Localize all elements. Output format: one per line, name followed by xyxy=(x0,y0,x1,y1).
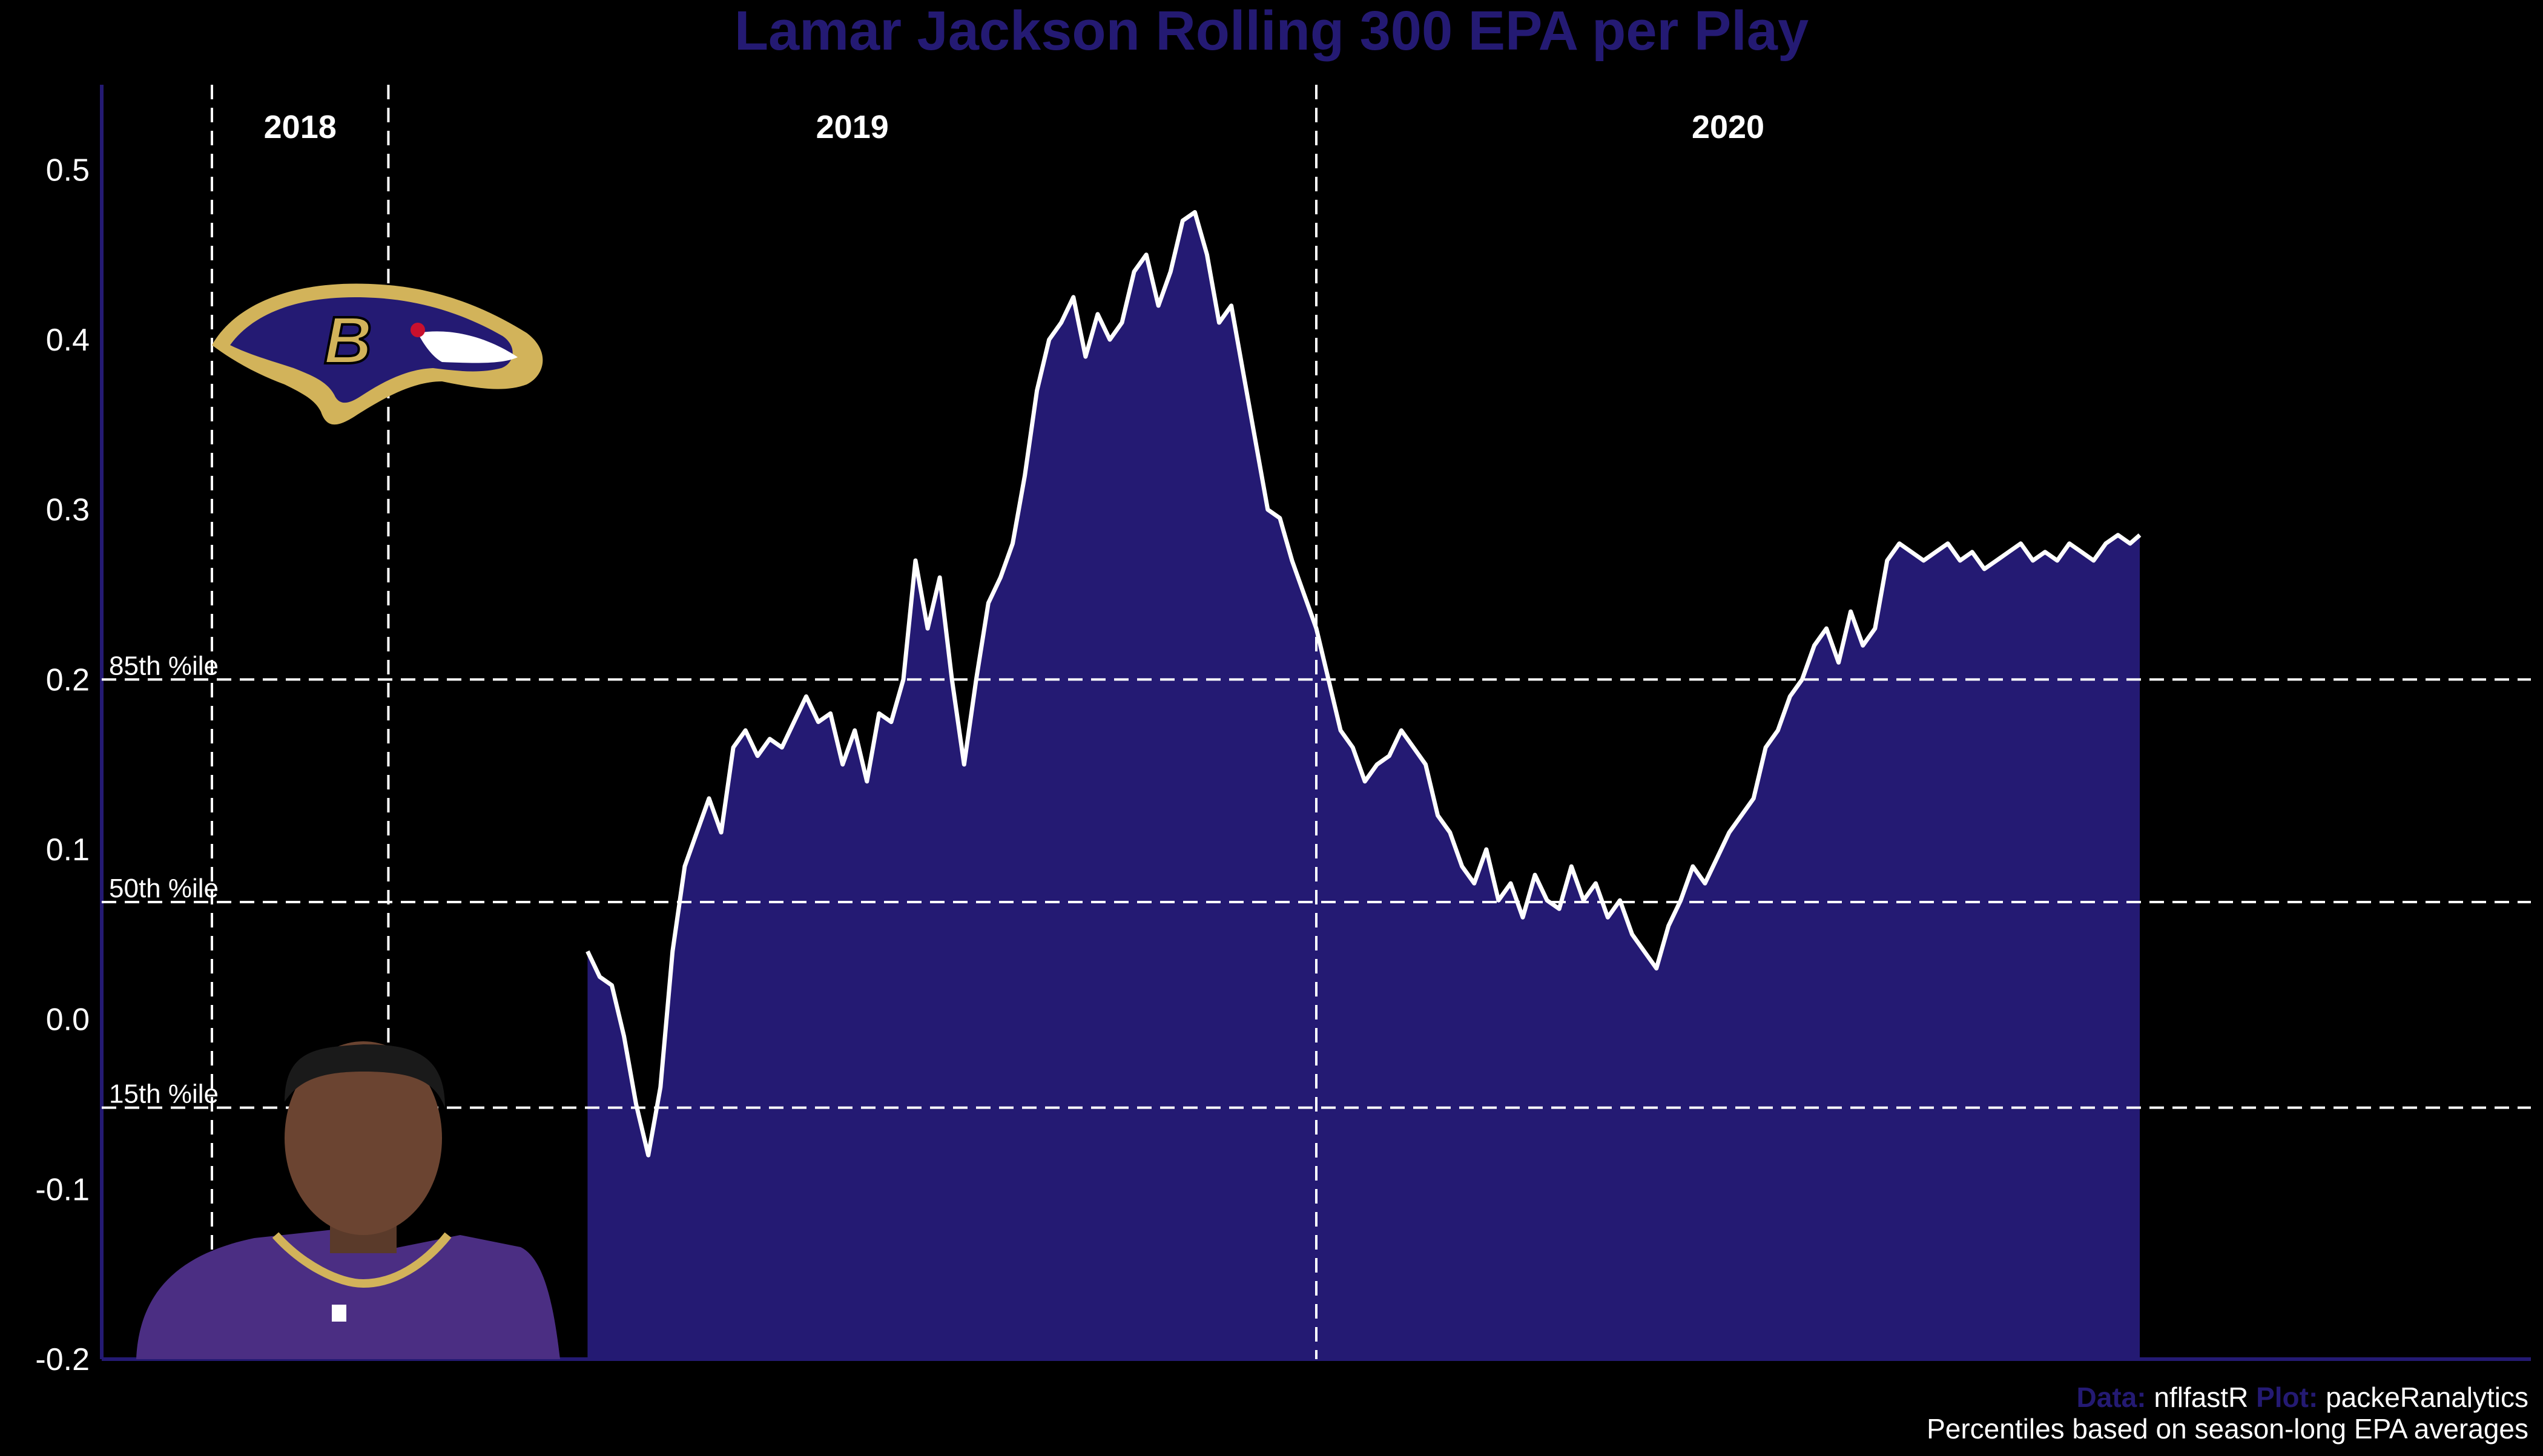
caption-data-label: Data: xyxy=(2076,1382,2146,1413)
caption-data-value: nflfastR xyxy=(2154,1382,2249,1413)
percentile-label: 15th %ile xyxy=(109,1079,219,1109)
y-tick-label: 0.3 xyxy=(46,493,90,528)
y-tick-label: 0.1 xyxy=(46,832,90,868)
y-tick-label: -0.1 xyxy=(35,1172,90,1207)
y-tick-label: -0.2 xyxy=(35,1342,90,1377)
y-tick-label: 0.0 xyxy=(46,1003,90,1038)
caption-plot-label: Plot: xyxy=(2256,1382,2318,1413)
epa-area xyxy=(587,212,2140,1359)
caption-source: Data: nflfastR Plot: packeRanalytics xyxy=(1927,1382,2528,1413)
percentile-label: 85th %ile xyxy=(109,651,219,680)
player-headshot xyxy=(136,1041,560,1359)
svg-text:B: B xyxy=(324,303,372,378)
caption-plot-value: packeRanalytics xyxy=(2326,1382,2528,1413)
caption-block: Data: nflfastR Plot: packeRanalytics Per… xyxy=(1927,1382,2528,1444)
season-label: 2020 xyxy=(1692,109,1764,145)
epa-line xyxy=(585,210,2142,1158)
chart-title: Lamar Jackson Rolling 300 EPA per Play xyxy=(734,0,1809,62)
y-tick-label: 0.4 xyxy=(46,323,90,358)
caption-note: Percentiles based on season-long EPA ave… xyxy=(1927,1413,2528,1444)
season-label: 2019 xyxy=(816,109,889,145)
percentile-label: 50th %ile xyxy=(109,874,219,903)
ravens-logo: B xyxy=(212,283,543,425)
y-tick-label: 0.5 xyxy=(46,153,90,188)
y-tick-label: 0.2 xyxy=(46,662,90,697)
season-label: 2018 xyxy=(264,109,337,145)
